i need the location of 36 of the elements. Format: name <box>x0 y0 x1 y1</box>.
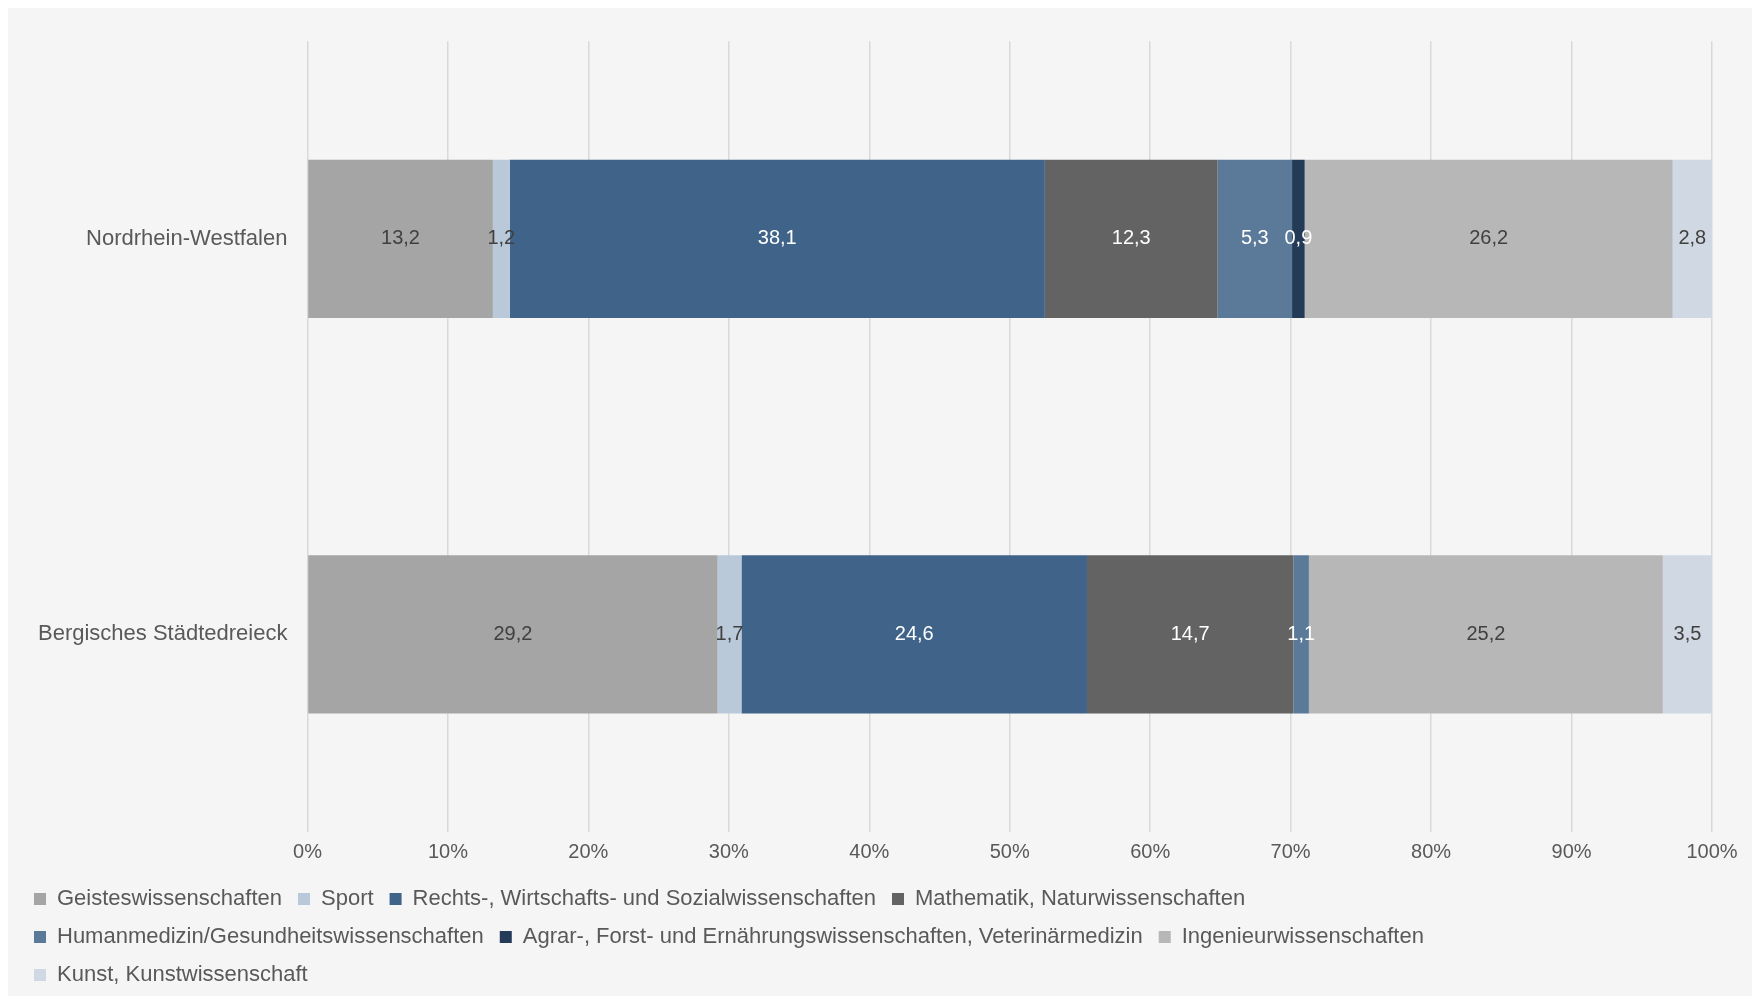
bar <box>741 555 1087 714</box>
data-label: 5,3 <box>1240 226 1269 249</box>
x-tick-label: 60% <box>1130 839 1171 862</box>
data-label: 2,8 <box>1678 226 1707 249</box>
legend-label: Geisteswissenschaften <box>57 885 282 911</box>
data-label: 12,3 <box>1111 226 1151 249</box>
legend-label: Agrar-, Forst- und Ernährungswissenschaften, Veterinärmedizin <box>522 923 1143 949</box>
data-label: 24,6 <box>894 621 934 644</box>
x-tick-label: 30% <box>708 839 750 862</box>
x-tick-label: 0% <box>293 839 323 862</box>
x-tick-label: 40% <box>849 839 890 862</box>
y-tick-label: Nordrhein-Westfalen <box>86 224 288 250</box>
x-tick-label: 20% <box>568 839 609 862</box>
legend-label: Humanmedizin/Gesundheitswissenschaften <box>57 923 484 949</box>
x-tick-label: 100% <box>1686 839 1738 862</box>
x-tick-label: 80% <box>1411 839 1452 862</box>
data-label: 25,2 <box>1466 621 1506 644</box>
data-label: 3,5 <box>1673 621 1702 644</box>
bar <box>717 555 742 714</box>
legend-label: Sport <box>321 885 374 911</box>
legend-label: Rechts-, Wirtschafts- und Sozialwissenschaften <box>412 885 876 911</box>
bar <box>1044 159 1218 318</box>
data-label: 26,2 <box>1469 226 1509 249</box>
data-label: 29,2 <box>493 621 533 644</box>
legend-label: Mathematik, Naturwissenschaften <box>914 885 1246 911</box>
x-tick-label: 50% <box>989 839 1030 862</box>
x-tick-label: 70% <box>1270 839 1311 862</box>
data-label: 14,7 <box>1170 621 1210 644</box>
data-label: 13,2 <box>381 226 421 249</box>
data-label: 38,1 <box>757 226 797 249</box>
x-tick-label: 90% <box>1551 839 1592 862</box>
legend-label: Kunst, Kunstwissenschaft <box>57 961 308 987</box>
legend-label: Ingenieurwissenschaften <box>1181 923 1424 949</box>
x-tick-label: 10% <box>427 839 469 862</box>
bar <box>308 555 718 714</box>
y-tick-label: Bergisches Städtedreieck <box>38 620 289 646</box>
